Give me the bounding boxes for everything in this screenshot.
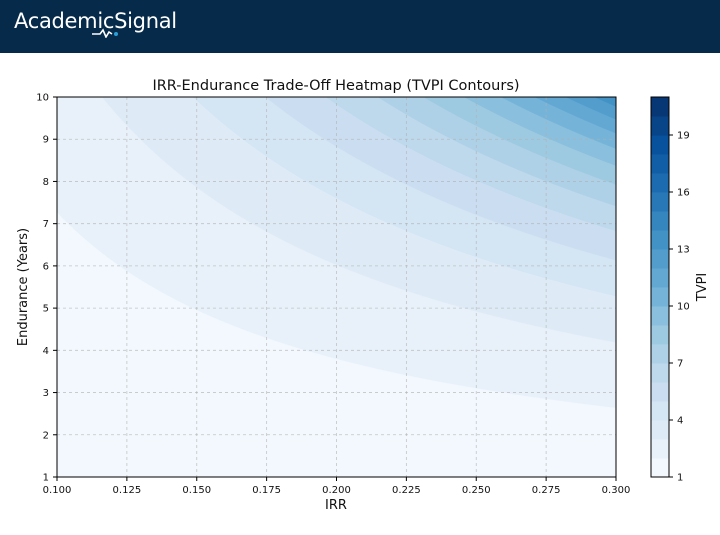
x-axis: 0.100 0.125 0.150 0.175 0.200 0.225 0.250 0.275… (43, 477, 631, 496)
colorbar-tick-label: 13 (677, 245, 690, 256)
colorbar-tick-label: 7 (677, 359, 683, 370)
heatmap-chart: IRR-Endurance Trade-Off Heatmap (TVPI Co… (16, 53, 710, 513)
y-tick-label: 1 (43, 473, 49, 484)
y-axis: 1 2 3 4 5 6 7 8 9 10 (36, 93, 57, 484)
colorbar-segment (651, 268, 669, 288)
colorbar-segment (651, 420, 669, 440)
colorbar-segment (651, 344, 669, 364)
y-tick-label: 6 (43, 261, 49, 272)
colorbar-segment (651, 97, 669, 117)
colorbar-frame (650, 96, 670, 478)
x-tick-label: 0.250 (462, 485, 491, 496)
colorbar-segment (651, 458, 669, 477)
contour-band (55, 53, 618, 63)
colorbar-segment (651, 249, 669, 269)
colorbar-segment (651, 230, 669, 250)
colorbar-segment (651, 116, 669, 136)
x-tick-label: 0.150 (182, 485, 211, 496)
colorbar (651, 97, 669, 477)
colorbar-tick-label: 4 (677, 416, 683, 427)
colorbar-tick-label: 16 (677, 188, 690, 199)
y-tick-label: 3 (43, 388, 49, 399)
y-tick-label: 10 (36, 93, 49, 104)
colorbar-segment (651, 306, 669, 326)
colorbar-tick-label: 10 (677, 302, 690, 313)
y-tick-label: 4 (43, 346, 49, 357)
y-tick-label: 2 (43, 430, 49, 441)
colorbar-segment (651, 135, 669, 155)
colorbar-segment (651, 154, 669, 174)
x-tick-label: 0.300 (602, 485, 631, 496)
contour-band (55, 53, 618, 73)
signal-wave-icon (92, 28, 118, 38)
chart-area: IRR-Endurance Trade-Off Heatmap (TVPI Co… (0, 53, 720, 531)
colorbar-segment (651, 325, 669, 345)
colorbar-segment (651, 382, 669, 402)
y-axis-label: Endurance (Years) (16, 228, 31, 346)
logo[interactable]: AcademicSignal (14, 9, 177, 39)
colorbar-segment (651, 287, 669, 307)
colorbar-ticks: 1 4 7 10 13 16 19 (669, 131, 690, 484)
contour-band (55, 53, 618, 54)
x-tick-label: 0.275 (532, 485, 561, 496)
colorbar-segment (651, 439, 669, 459)
colorbar-segment (651, 401, 669, 421)
colorbar-segment (651, 192, 669, 212)
x-tick-label: 0.125 (113, 485, 142, 496)
top-bar: AcademicSignal (0, 0, 720, 53)
colorbar-label: TVPI (695, 273, 710, 303)
colorbar-segment (651, 363, 669, 383)
y-tick-label: 8 (43, 177, 49, 188)
x-tick-label: 0.175 (252, 485, 281, 496)
colorbar-segment (651, 173, 669, 193)
logo-text: AcademicSignal (14, 9, 177, 33)
colorbar-segment (651, 211, 669, 231)
x-tick-label: 0.225 (392, 485, 421, 496)
contour-band (594, 97, 616, 107)
y-tick-label: 5 (43, 304, 49, 315)
x-tick-label: 0.100 (43, 485, 72, 496)
contour-band (565, 97, 616, 120)
chart-title: IRR-Endurance Trade-Off Heatmap (TVPI Co… (152, 78, 519, 94)
y-tick-label: 9 (43, 135, 49, 146)
colorbar-tick-label: 19 (677, 131, 690, 142)
x-tick-label: 0.200 (322, 485, 351, 496)
y-tick-label: 7 (43, 219, 49, 230)
colorbar-tick-label: 1 (677, 473, 683, 484)
x-axis-label: IRR (325, 498, 347, 513)
